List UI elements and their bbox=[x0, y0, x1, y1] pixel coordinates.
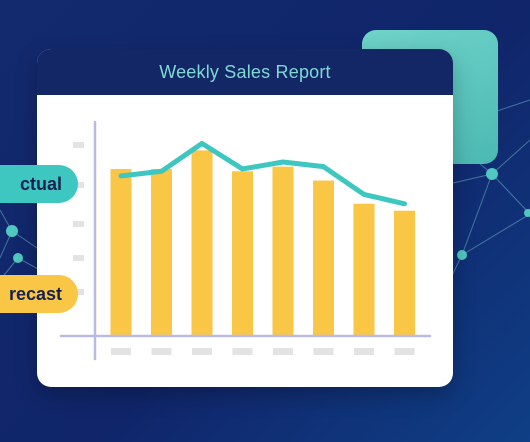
bar bbox=[191, 150, 213, 336]
x-tick-placeholder bbox=[313, 348, 334, 355]
x-tick-placeholder bbox=[111, 348, 131, 355]
card-title: Weekly Sales Report bbox=[159, 61, 331, 82]
y-tick-placeholder bbox=[73, 142, 84, 148]
bar bbox=[110, 168, 132, 336]
x-tick-placeholder bbox=[354, 348, 374, 355]
legend-actual-pill: ctual bbox=[0, 165, 78, 203]
sales-chart bbox=[59, 120, 432, 361]
bar bbox=[272, 166, 294, 336]
bar bbox=[151, 168, 172, 336]
bar bbox=[313, 180, 334, 336]
bar bbox=[232, 171, 253, 336]
network-node bbox=[486, 168, 498, 180]
network-node bbox=[524, 209, 530, 217]
x-tick-placeholder bbox=[232, 348, 253, 355]
bar bbox=[394, 210, 415, 336]
y-tick-placeholder bbox=[73, 182, 84, 188]
legend-actual-label: ctual bbox=[19, 173, 62, 194]
network-node bbox=[6, 225, 18, 237]
x-tick-placeholder bbox=[192, 348, 212, 355]
bar bbox=[353, 203, 375, 336]
network-node bbox=[13, 253, 23, 263]
network-node bbox=[457, 250, 467, 260]
y-tick-placeholder bbox=[73, 255, 84, 261]
legend-forecast-pill: recast bbox=[0, 275, 78, 313]
x-tick-placeholder bbox=[394, 348, 415, 355]
x-tick-placeholder bbox=[273, 348, 293, 355]
card-header: Weekly Sales Report bbox=[37, 49, 453, 95]
report-card: Weekly Sales Report bbox=[37, 49, 453, 387]
actual-line bbox=[118, 140, 407, 207]
legend-forecast-label: recast bbox=[8, 283, 62, 304]
y-tick-placeholder bbox=[73, 221, 84, 227]
y-tick-placeholder bbox=[73, 289, 84, 295]
x-tick-placeholder bbox=[151, 348, 172, 355]
